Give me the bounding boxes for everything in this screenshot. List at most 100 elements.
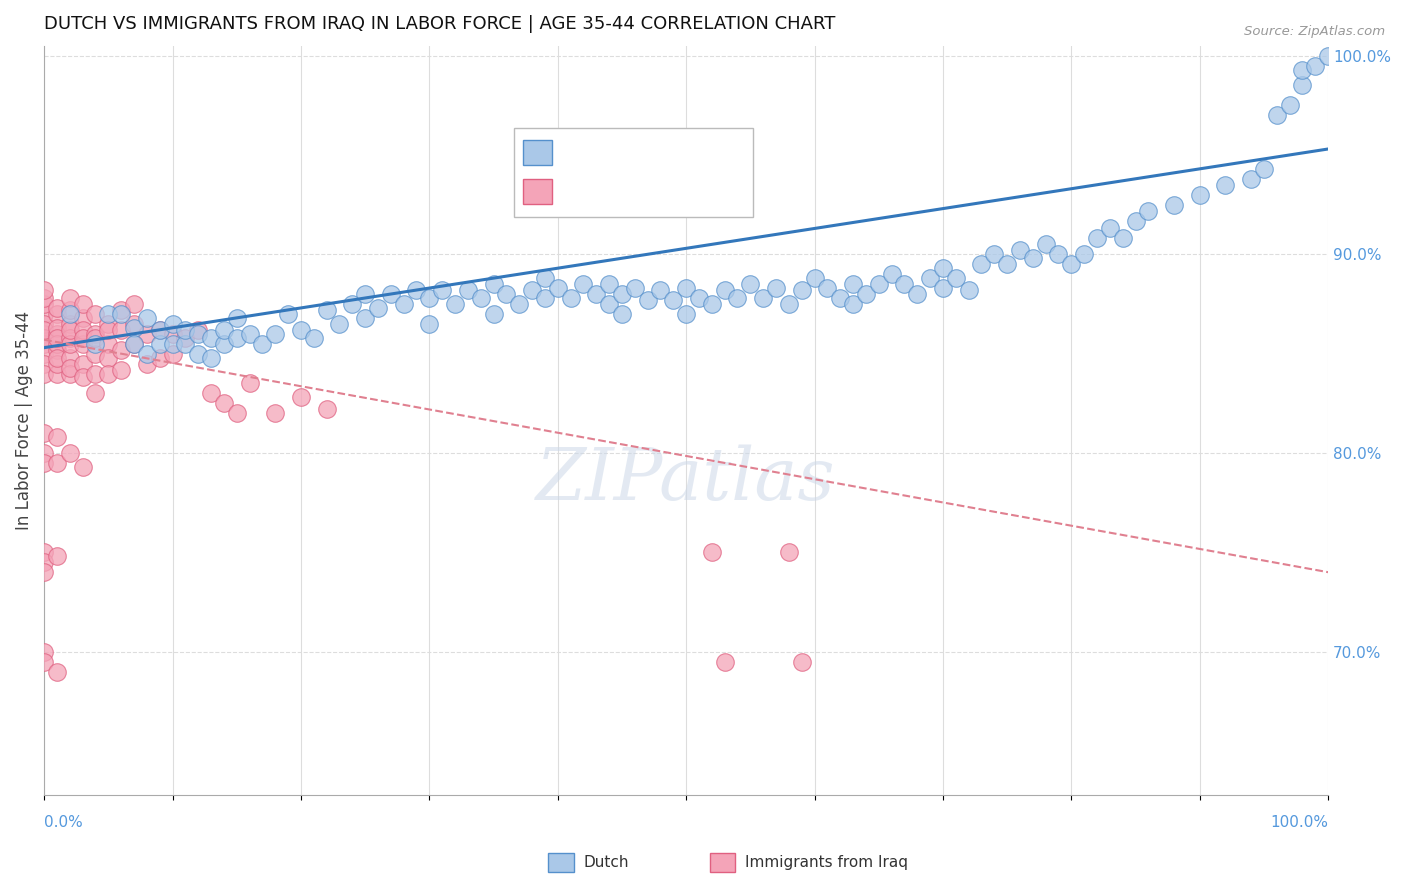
Point — [662, 293, 685, 307]
Point — [315, 302, 337, 317]
Point — [238, 326, 260, 341]
Point — [238, 376, 260, 391]
Point — [212, 323, 235, 337]
Point — [302, 331, 325, 345]
Point — [547, 281, 569, 295]
Point — [1022, 252, 1045, 266]
Point — [59, 317, 82, 331]
Point — [59, 336, 82, 351]
Point — [1291, 62, 1313, 77]
Point — [1163, 197, 1185, 211]
Point — [59, 367, 82, 381]
Point — [1060, 257, 1083, 271]
Point — [46, 367, 69, 381]
Point — [264, 326, 287, 341]
Point — [572, 277, 595, 291]
Point — [46, 331, 69, 345]
Point — [110, 362, 132, 376]
Point — [932, 281, 955, 295]
Point — [508, 297, 530, 311]
Point — [59, 291, 82, 305]
Point — [72, 310, 94, 325]
Point — [46, 320, 69, 334]
Point — [32, 331, 55, 345]
Point — [482, 307, 505, 321]
Point — [418, 317, 440, 331]
Point — [122, 320, 145, 334]
Point — [149, 336, 172, 351]
Point — [97, 307, 120, 321]
Point — [700, 545, 723, 559]
Point — [72, 336, 94, 351]
Point — [713, 655, 735, 669]
Point — [610, 307, 633, 321]
Point — [418, 291, 440, 305]
Point — [84, 336, 107, 351]
Point — [32, 336, 55, 351]
Point — [842, 297, 865, 311]
Point — [72, 370, 94, 384]
Point — [162, 326, 184, 341]
Text: 0.0%: 0.0% — [44, 814, 83, 830]
Point — [110, 302, 132, 317]
Point — [790, 283, 813, 297]
Point — [149, 351, 172, 365]
Point — [187, 346, 209, 360]
Point — [46, 456, 69, 470]
Point — [342, 297, 364, 311]
Point — [110, 323, 132, 337]
Point — [637, 293, 659, 307]
Point — [46, 665, 69, 679]
Text: R =: R = — [561, 144, 595, 161]
Point — [174, 336, 197, 351]
Point — [778, 545, 800, 559]
Point — [32, 307, 55, 321]
Text: 109: 109 — [710, 144, 748, 161]
Point — [46, 430, 69, 444]
Point — [765, 281, 787, 295]
Point — [32, 323, 55, 337]
Point — [585, 287, 607, 301]
Point — [457, 283, 479, 297]
Point — [97, 336, 120, 351]
Point — [534, 291, 557, 305]
Point — [713, 283, 735, 297]
Point — [149, 323, 172, 337]
Point — [560, 291, 582, 305]
Text: -0.088: -0.088 — [614, 183, 679, 201]
Point — [32, 565, 55, 579]
Point — [290, 390, 312, 404]
Point — [905, 287, 928, 301]
Point — [225, 331, 247, 345]
Point — [59, 331, 82, 345]
Point — [59, 323, 82, 337]
Point — [880, 267, 903, 281]
Text: Immigrants from Iraq: Immigrants from Iraq — [745, 855, 908, 870]
Point — [72, 331, 94, 345]
Point — [1291, 78, 1313, 93]
Point — [790, 655, 813, 669]
Point — [46, 343, 69, 357]
Point — [380, 287, 402, 301]
Point — [675, 307, 697, 321]
Point — [32, 283, 55, 297]
Point — [32, 367, 55, 381]
Point — [135, 326, 157, 341]
Point — [482, 277, 505, 291]
Point — [328, 317, 350, 331]
Point — [893, 277, 915, 291]
Point — [46, 307, 69, 321]
Point — [32, 357, 55, 371]
Y-axis label: In Labor Force | Age 35-44: In Labor Force | Age 35-44 — [15, 310, 32, 530]
Text: R =: R = — [561, 183, 595, 201]
Point — [46, 351, 69, 365]
Point — [162, 346, 184, 360]
Point — [405, 283, 427, 297]
Point — [135, 357, 157, 371]
Point — [110, 307, 132, 321]
Point — [1215, 178, 1237, 192]
Point — [598, 297, 620, 311]
Point — [32, 326, 55, 341]
Point — [59, 351, 82, 365]
Point — [1265, 108, 1288, 122]
